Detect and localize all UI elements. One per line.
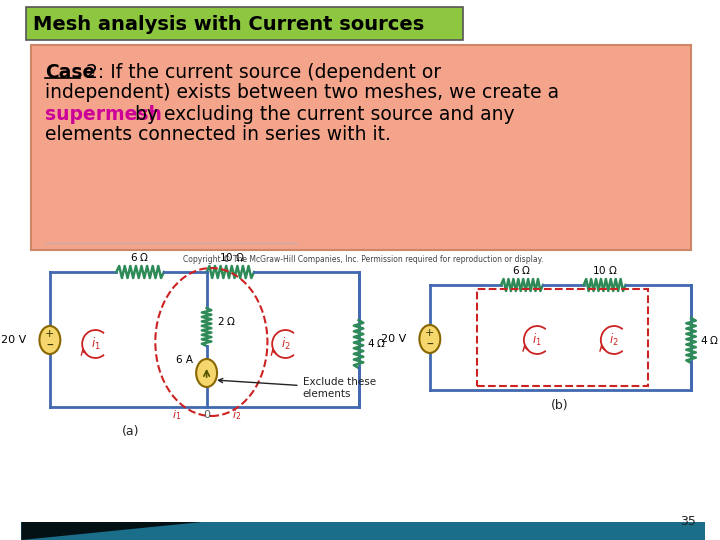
Text: elements connected in series with it.: elements connected in series with it.: [45, 125, 391, 145]
Text: supermesh: supermesh: [45, 105, 162, 124]
Text: –: –: [426, 338, 433, 352]
Text: $i_2$: $i_2$: [609, 332, 619, 348]
Text: $i_2$: $i_2$: [281, 336, 290, 352]
Text: 20 V: 20 V: [1, 335, 26, 345]
Ellipse shape: [196, 359, 217, 387]
Text: 10 $\Omega$: 10 $\Omega$: [220, 251, 246, 263]
Text: 2 $\Omega$: 2 $\Omega$: [217, 315, 236, 327]
Text: $i_2$: $i_2$: [233, 408, 242, 422]
Text: by excluding the current source and any: by excluding the current source and any: [129, 105, 514, 124]
Text: +: +: [45, 329, 55, 339]
Text: Mesh analysis with Current sources: Mesh analysis with Current sources: [33, 15, 424, 33]
Text: 6 A: 6 A: [176, 355, 193, 365]
Text: $i_1$: $i_1$: [171, 408, 181, 422]
Text: 4 $\Omega$: 4 $\Omega$: [700, 334, 719, 346]
Text: 2: If the current source (dependent or: 2: If the current source (dependent or: [80, 63, 441, 82]
Bar: [22, 522, 706, 540]
Text: 10 $\Omega$: 10 $\Omega$: [592, 264, 618, 276]
Text: (a): (a): [122, 424, 140, 437]
Text: 0: 0: [203, 410, 210, 420]
Text: +: +: [425, 328, 435, 338]
Polygon shape: [22, 522, 202, 540]
Text: (b): (b): [552, 399, 569, 411]
Text: 6 $\Omega$: 6 $\Omega$: [130, 251, 150, 263]
Text: $i_1$: $i_1$: [91, 336, 100, 352]
Text: 4 $\Omega$: 4 $\Omega$: [367, 337, 387, 349]
FancyBboxPatch shape: [31, 45, 691, 250]
Text: –: –: [46, 339, 53, 353]
Text: Case: Case: [45, 63, 95, 82]
Ellipse shape: [40, 326, 60, 354]
Text: 35: 35: [680, 515, 696, 528]
Text: independent) exists between two meshes, we create a: independent) exists between two meshes, …: [45, 84, 559, 103]
Text: 6 $\Omega$: 6 $\Omega$: [513, 264, 531, 276]
Text: 20 V: 20 V: [381, 334, 406, 344]
Text: $i_1$: $i_1$: [532, 332, 542, 348]
Text: Exclude these
elements: Exclude these elements: [219, 377, 376, 399]
Ellipse shape: [419, 325, 441, 353]
Text: Copyright © The McGraw-Hill Companies, Inc. Permission required for reproduction: Copyright © The McGraw-Hill Companies, I…: [183, 254, 544, 264]
FancyBboxPatch shape: [26, 7, 463, 40]
